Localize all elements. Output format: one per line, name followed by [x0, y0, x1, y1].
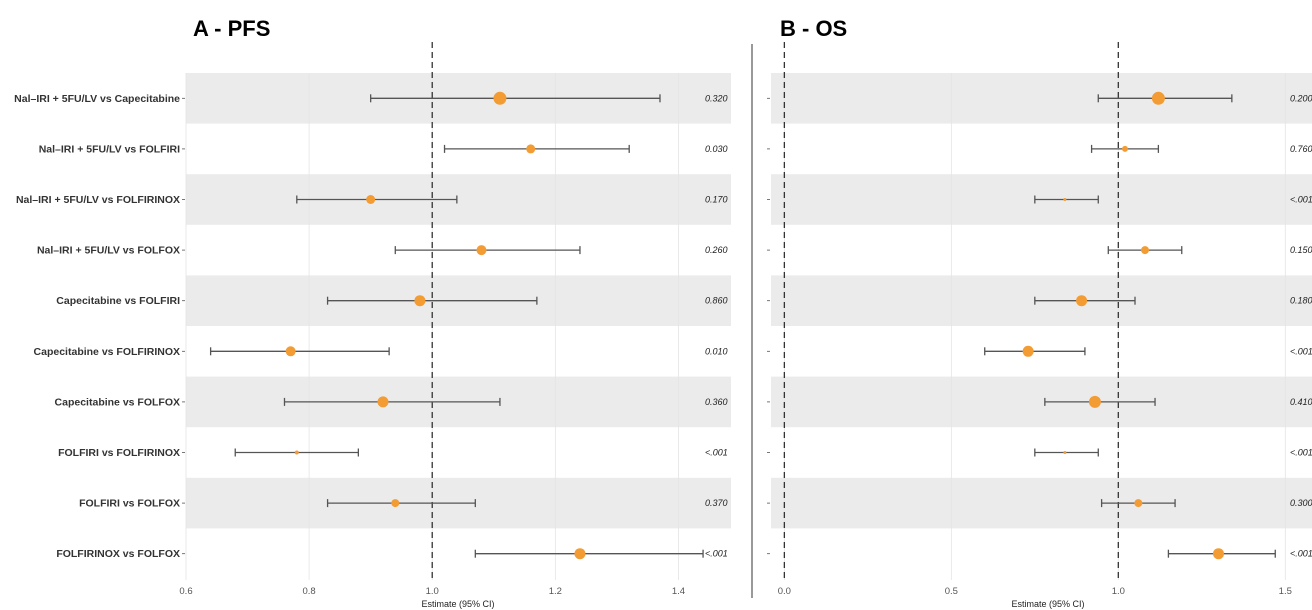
x-tick-label: 1.2 — [549, 586, 562, 597]
row-label: Nal–IRI + 5FU/LV vs FOLFIRINOX — [16, 194, 180, 206]
x-tick-label: 1.4 — [672, 586, 685, 597]
p-value: 0.260 — [705, 245, 728, 255]
p-value: 0.360 — [705, 397, 728, 407]
point-estimate — [1088, 395, 1101, 408]
point-estimate — [1063, 198, 1067, 201]
x-tick-label: 1.0 — [1112, 586, 1125, 597]
p-value: <.001 — [1290, 346, 1312, 356]
point-estimate — [526, 144, 536, 154]
x-tick-label: 1.0 — [426, 586, 439, 597]
panel-a-x-axis-label: Estimate (95% CI) — [421, 599, 494, 609]
x-tick-label: 0.5 — [945, 586, 958, 597]
point-estimate — [414, 295, 426, 307]
point-estimate — [1121, 145, 1128, 152]
row-band — [771, 477, 1312, 529]
point-estimate — [1022, 345, 1034, 357]
row-label: FOLFIRI vs FOLFIRINOX — [58, 447, 180, 459]
x-tick-label: 1.5 — [1279, 586, 1292, 597]
row-band — [186, 174, 731, 225]
row-label: Nal–IRI + 5FU/LV vs Capecitabine — [14, 93, 180, 105]
p-value: <.001 — [1290, 448, 1312, 458]
point-estimate — [1063, 451, 1067, 454]
row-label: FOLFIRINOX vs FOLFOX — [56, 548, 180, 560]
point-estimate — [377, 396, 389, 408]
p-value: <.001 — [1290, 549, 1312, 559]
row-band — [771, 376, 1312, 428]
point-estimate — [1151, 91, 1165, 105]
row-label: Nal–IRI + 5FU/LV vs FOLFIRI — [39, 143, 180, 155]
p-value: 0.170 — [705, 195, 728, 205]
panel-b-os: 0.0 0.5 1.0 1.5 0.200 0.760 <.001 0.150 0.180 <.0… — [767, 42, 1312, 597]
p-value: <.001 — [705, 549, 728, 559]
x-tick-label: 0.6 — [179, 586, 192, 597]
point-estimate — [391, 499, 400, 508]
point-estimate — [476, 245, 487, 256]
p-value: 0.860 — [705, 296, 728, 306]
point-estimate — [285, 346, 296, 357]
panel-a-title: A - PFS — [193, 16, 270, 41]
point-estimate — [574, 548, 586, 560]
p-value: 0.010 — [705, 346, 728, 356]
p-value: 0.300 — [1290, 498, 1312, 508]
point-estimate — [366, 195, 376, 204]
p-value: 0.760 — [1290, 144, 1312, 154]
p-value: 0.320 — [705, 93, 728, 103]
p-value: 0.370 — [705, 498, 728, 508]
point-estimate — [294, 450, 299, 455]
point-estimate — [1212, 548, 1224, 560]
panel-a-pfs: 0.6 0.8 1.0 1.2 1.4 Nal–IRI + 5FU/LV vs Capec… — [14, 42, 731, 597]
panel-b-x-axis-label: Estimate (95% CI) — [1011, 599, 1084, 609]
row-label: Nal–IRI + 5FU/LV vs FOLFOX — [37, 245, 180, 257]
x-tick-label: 0.8 — [303, 586, 316, 597]
point-estimate — [1141, 246, 1150, 255]
p-value: 0.410 — [1290, 397, 1312, 407]
p-value: 0.180 — [1290, 296, 1312, 306]
row-label: FOLFIRI vs FOLFOX — [79, 498, 180, 510]
panel-b-title: B - OS — [780, 16, 847, 41]
point-estimate — [1134, 499, 1143, 508]
p-value: <.001 — [1290, 195, 1312, 205]
p-value: 0.200 — [1290, 93, 1312, 103]
row-label: Capecitabine vs FOLFIRINOX — [34, 346, 180, 358]
row-label: Capecitabine vs FOLFIRI — [56, 295, 180, 307]
p-value: <.001 — [705, 448, 728, 458]
p-value: 0.150 — [1290, 245, 1312, 255]
point-estimate — [1076, 295, 1088, 307]
row-label: Capecitabine vs FOLFOX — [55, 396, 180, 408]
point-estimate — [493, 91, 507, 105]
p-value: 0.030 — [705, 144, 728, 154]
x-tick-label: 0.0 — [778, 586, 791, 597]
